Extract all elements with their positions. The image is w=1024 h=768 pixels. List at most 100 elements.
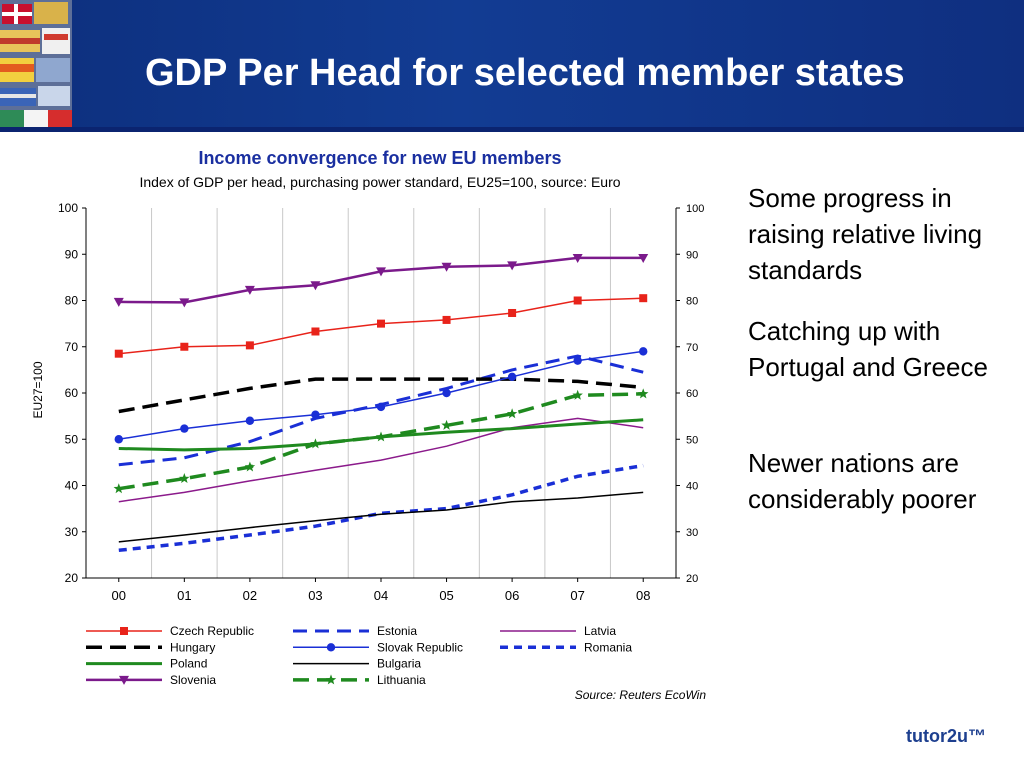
x-tick-label: 01 <box>177 588 191 603</box>
legend-item: Slovak Republic <box>293 640 463 654</box>
data-point <box>441 419 452 430</box>
legend-label: Romania <box>584 640 632 654</box>
y-tick-label-right: 70 <box>686 342 698 354</box>
y-tick-label-left: 100 <box>58 201 78 215</box>
data-point <box>245 416 255 425</box>
x-tick-label: 06 <box>505 588 519 603</box>
series-bulgaria <box>118 491 644 543</box>
legend-item: Romania <box>500 640 632 654</box>
data-point <box>311 327 320 336</box>
data-point <box>376 267 386 277</box>
title-bar: GDP Per Head for selected member states <box>0 0 1024 132</box>
data-point <box>325 674 337 685</box>
data-point <box>179 473 190 484</box>
data-point <box>120 627 128 635</box>
y-axis-label: EU27=100 <box>31 361 45 418</box>
data-point <box>572 389 583 400</box>
legend-item: Latvia <box>500 624 616 638</box>
data-point <box>441 262 452 272</box>
x-tick-label: 05 <box>439 588 453 603</box>
data-point <box>180 424 189 433</box>
data-point <box>638 253 649 263</box>
bullet-point: Newer nations are considerably poorer <box>748 448 977 514</box>
data-point <box>639 294 648 303</box>
data-point <box>442 315 451 324</box>
data-point <box>244 461 256 472</box>
data-point <box>179 298 190 308</box>
x-tick-label: 00 <box>112 588 126 603</box>
data-point <box>310 281 321 291</box>
legend-label: Poland <box>170 657 207 671</box>
x-tick-label: 08 <box>636 588 650 603</box>
y-tick-label-left: 90 <box>65 247 79 261</box>
y-tick-label-right: 30 <box>686 527 698 539</box>
chart-subtitle: Index of GDP per head, purchasing power … <box>139 174 620 190</box>
legend-label: Bulgaria <box>377 657 421 671</box>
data-point <box>573 296 582 305</box>
series-line <box>118 417 644 503</box>
data-point <box>377 319 385 328</box>
brand-logo-text: tutor2u™ <box>906 726 986 746</box>
y-tick-label-right: 50 <box>686 434 698 446</box>
chart-source-note: Source: Reuters EcoWin <box>574 688 706 702</box>
legend-label: Estonia <box>377 624 417 638</box>
bullet-point: Catching up with Portugal and Greece <box>748 316 988 382</box>
series-line <box>118 491 644 543</box>
data-point <box>506 408 518 419</box>
series-hungary <box>118 377 644 414</box>
y-tick-label-left: 80 <box>65 294 79 308</box>
x-tick-label: 07 <box>570 588 584 603</box>
legend-item: Hungary <box>86 640 215 654</box>
y-tick-label-right: 80 <box>686 296 698 308</box>
data-point <box>573 356 582 365</box>
series-lithuania <box>113 388 649 494</box>
legend-label: Slovenia <box>170 673 216 687</box>
series-romania <box>118 463 644 553</box>
series-slovak-republic <box>114 347 648 444</box>
y-tick-label-right: 60 <box>686 388 698 400</box>
data-point <box>119 675 129 685</box>
data-point <box>637 388 649 399</box>
y-tick-label-left: 50 <box>65 432 79 446</box>
line-chart: Income convergence for new EU members In… <box>31 148 704 687</box>
data-point <box>508 308 517 317</box>
data-point <box>311 410 320 419</box>
data-point <box>639 347 648 356</box>
data-point <box>180 342 189 351</box>
y-tick-label-left: 70 <box>65 340 79 354</box>
y-tick-label-right: 100 <box>686 203 704 215</box>
legend-label: Czech Republic <box>170 624 254 638</box>
y-tick-label-right: 40 <box>686 481 698 493</box>
series-line <box>118 463 644 553</box>
title-bar-stripe <box>0 127 1024 132</box>
data-point <box>113 483 125 494</box>
data-point <box>245 341 254 350</box>
series-line <box>118 377 644 414</box>
y-tick-label-left: 40 <box>65 479 79 493</box>
data-point <box>376 402 386 412</box>
legend-item: Lithuania <box>293 673 426 687</box>
data-point <box>114 435 123 444</box>
legend-label: Slovak Republic <box>377 640 463 654</box>
series-latvia <box>118 417 644 503</box>
bullet-point: Some progress in raising relative living… <box>748 183 983 285</box>
legend-item: Estonia <box>293 624 417 638</box>
data-point <box>442 388 451 398</box>
legend-label: Lithuania <box>377 673 426 687</box>
data-point <box>310 438 321 449</box>
legend-item: Bulgaria <box>293 657 421 671</box>
series-line <box>118 256 644 304</box>
data-point <box>375 431 387 442</box>
data-point <box>507 372 517 382</box>
x-tick-label: 04 <box>374 588 388 603</box>
page-title: GDP Per Head for selected member states <box>145 52 905 94</box>
legend-label: Latvia <box>584 624 616 638</box>
series-slovenia <box>113 253 649 308</box>
y-tick-label-left: 30 <box>65 525 79 539</box>
legend-item: Slovenia <box>86 673 216 687</box>
legend-item: Poland <box>86 657 207 671</box>
data-point <box>326 643 336 652</box>
data-point <box>244 285 255 295</box>
eu-flags-image <box>0 0 72 130</box>
data-point <box>113 297 124 307</box>
